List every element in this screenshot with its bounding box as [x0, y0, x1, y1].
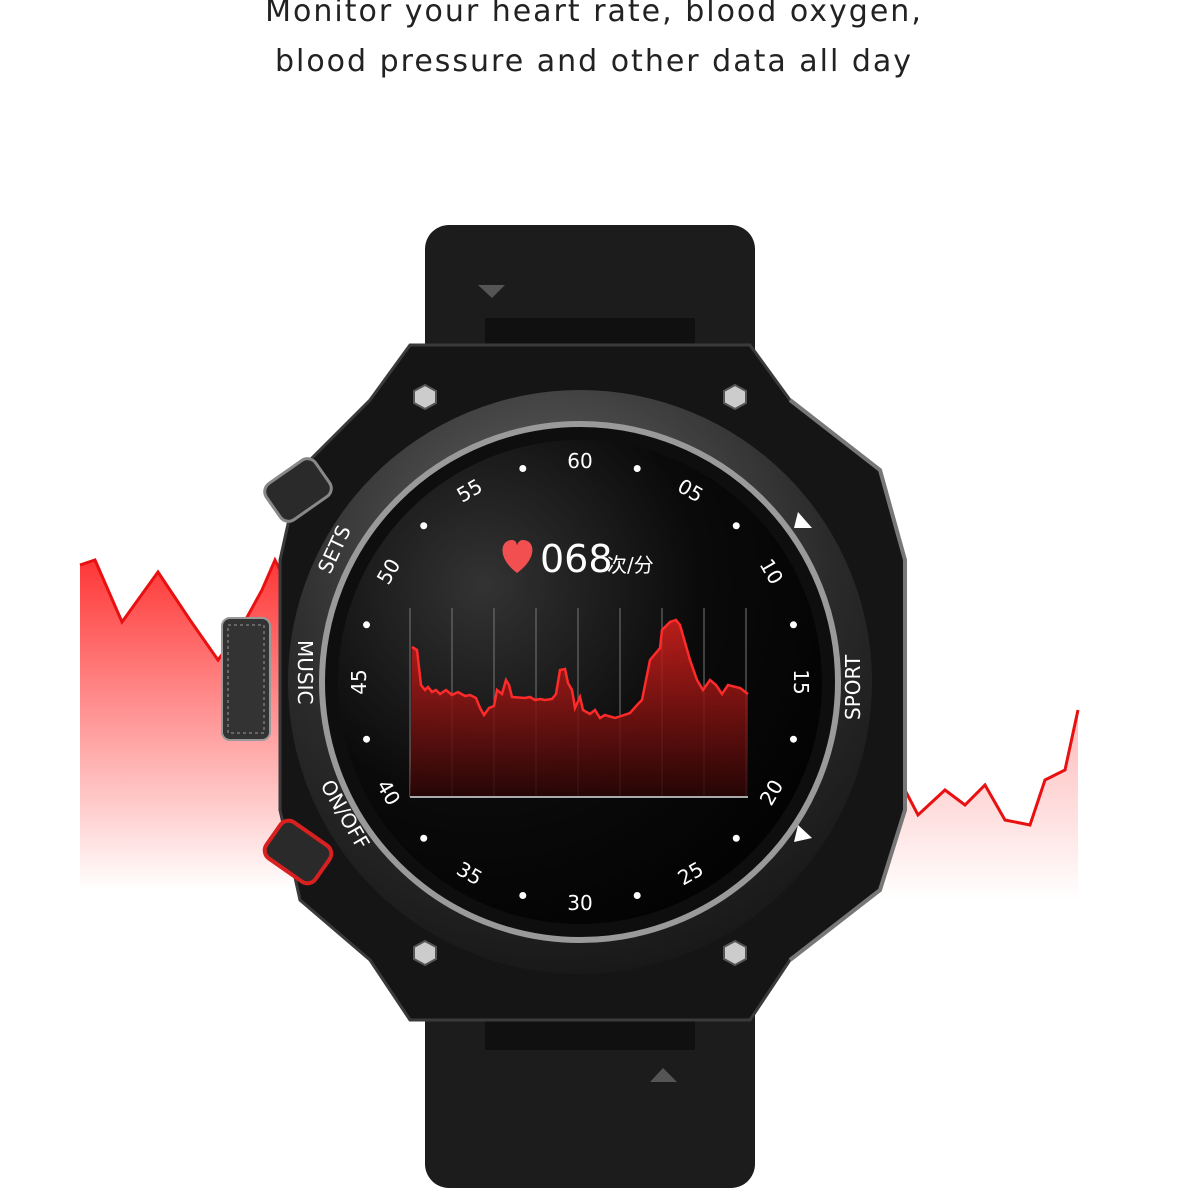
bezel-dot — [363, 621, 371, 629]
bezel-dot — [633, 465, 641, 473]
bezel-number: 60 — [567, 449, 592, 473]
headline-line-2: blood pressure and other data all day — [274, 44, 914, 79]
bezel-triangle-down — [794, 825, 812, 842]
watch-screen — [338, 440, 822, 924]
bezel-dot — [789, 621, 797, 629]
heart-rate-line — [411, 618, 749, 720]
heart-rate-unit: 次/分 — [607, 553, 654, 577]
background-wave-left-line — [79, 556, 292, 663]
heart-rate-graph — [409, 608, 749, 798]
heart-icon — [502, 540, 533, 573]
bezel-number: 15 — [789, 669, 813, 694]
heart-rate-area — [410, 620, 748, 797]
bezel-dot — [363, 735, 371, 743]
bezel-dot — [420, 834, 428, 842]
bezel-dot — [732, 522, 740, 530]
bezel-dot — [789, 735, 797, 743]
bezel-number: 30 — [567, 891, 592, 915]
power-button[interactable] — [261, 817, 335, 887]
bezel-dot — [519, 465, 527, 473]
bezel-dot — [732, 834, 740, 842]
background-wave-right — [880, 710, 1078, 900]
sets-button[interactable] — [261, 455, 335, 525]
bezel-screws — [413, 383, 747, 967]
strap-arrow-bottom — [650, 1068, 677, 1082]
bezel-number: 45 — [347, 669, 371, 694]
strap-arrow-top — [478, 285, 505, 298]
bezel-dot — [633, 891, 641, 899]
bezel-dot — [420, 522, 428, 530]
music-crown-button[interactable] — [221, 617, 271, 741]
sport-label: SPORT — [841, 654, 865, 720]
headline-line-1: Monitor your heart rate, blood oxygen, — [265, 0, 923, 29]
music-label: MUSIC — [293, 640, 317, 704]
bezel-triangle-up — [794, 512, 812, 528]
bezel-dot — [519, 891, 527, 899]
background-wave-right-line — [879, 709, 1080, 827]
heart-rate-value: 068 — [540, 537, 613, 581]
